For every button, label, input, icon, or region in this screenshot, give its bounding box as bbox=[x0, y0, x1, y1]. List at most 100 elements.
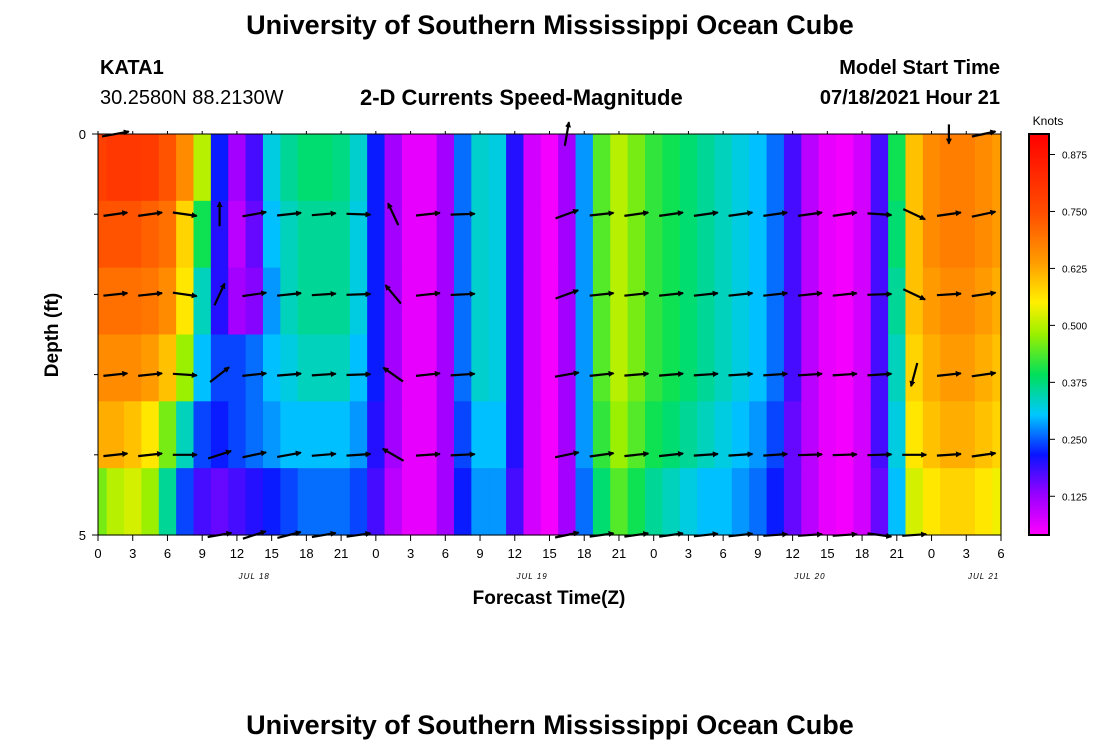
current-vector-arrow bbox=[624, 451, 650, 458]
heatmap-cell bbox=[193, 134, 212, 202]
heatmap-cell bbox=[245, 468, 264, 536]
heatmap-cell bbox=[158, 468, 177, 536]
heatmap-cell bbox=[783, 267, 802, 336]
heatmap-cell bbox=[749, 334, 768, 402]
heatmap-cell bbox=[783, 334, 802, 402]
heatmap-cell bbox=[176, 401, 195, 469]
current-vector-arrow bbox=[384, 284, 402, 305]
current-vector-arrow bbox=[728, 290, 754, 297]
x-tick-label: 18 bbox=[855, 546, 869, 561]
heatmap-cell bbox=[488, 468, 507, 536]
current-vector-arrow bbox=[207, 449, 232, 460]
heatmap-cell bbox=[158, 334, 177, 402]
heatmap-cell bbox=[992, 200, 1002, 269]
heatmap-cell bbox=[940, 200, 959, 269]
heatmap-cell bbox=[488, 134, 507, 202]
current-vector-arrow bbox=[693, 290, 719, 297]
heatmap-cell bbox=[228, 134, 247, 202]
heatmap-cell bbox=[523, 334, 542, 402]
heatmap-cell bbox=[367, 267, 386, 336]
heatmap-cell bbox=[106, 468, 125, 536]
current-vector-arrow bbox=[936, 370, 962, 377]
heatmap-cell bbox=[488, 200, 507, 269]
current-vector-arrow bbox=[381, 447, 405, 462]
heatmap-cell bbox=[610, 401, 629, 469]
heatmap-cell bbox=[98, 267, 108, 336]
current-vector-arrow bbox=[450, 451, 476, 458]
heatmap-cell bbox=[888, 200, 907, 269]
heatmap-cell bbox=[488, 401, 507, 469]
colorbar-tick-label: 0.375 bbox=[1062, 378, 1087, 389]
x-tick-label: 9 bbox=[476, 546, 483, 561]
heatmap-cell bbox=[245, 267, 264, 336]
current-vector-arrow bbox=[797, 290, 823, 297]
current-vector-arrow bbox=[936, 451, 962, 458]
heatmap-cell bbox=[645, 401, 663, 469]
current-vector-arrow bbox=[728, 371, 754, 378]
heatmap-cell bbox=[471, 267, 490, 336]
heatmap-cell bbox=[714, 334, 733, 402]
heatmap-cell bbox=[922, 401, 941, 469]
current-vector-arrow bbox=[138, 451, 163, 458]
heatmap-cell bbox=[888, 401, 907, 469]
current-vector-arrow bbox=[450, 371, 476, 378]
current-vector-arrow bbox=[971, 290, 997, 298]
heatmap-cell bbox=[957, 200, 976, 269]
model-start-value: 07/18/2021 Hour 21 bbox=[819, 87, 1000, 109]
heatmap-cell bbox=[315, 267, 334, 336]
heatmap-cell bbox=[245, 334, 264, 402]
current-vector-arrow bbox=[415, 290, 441, 297]
heatmap-cell bbox=[783, 134, 802, 202]
heatmap-cell bbox=[766, 401, 785, 469]
current-vector-arrow bbox=[277, 371, 302, 378]
heatmap-cell bbox=[662, 468, 681, 536]
heatmap-cell bbox=[228, 200, 247, 269]
current-vector-arrow bbox=[728, 451, 754, 458]
current-vector-arrow bbox=[971, 209, 997, 218]
heatmap-cell bbox=[176, 468, 195, 536]
heatmap-cell bbox=[193, 267, 212, 336]
heatmap-cell bbox=[141, 200, 160, 269]
heatmap-cell bbox=[210, 134, 229, 202]
heatmap-cell bbox=[922, 468, 941, 536]
heatmap-cell bbox=[332, 134, 351, 202]
heatmap-cell bbox=[645, 468, 663, 536]
heatmap-cell bbox=[436, 401, 455, 469]
heatmap-cell bbox=[488, 267, 507, 336]
current-vector-arrow bbox=[554, 370, 580, 378]
heatmap-cell bbox=[662, 134, 681, 202]
heatmap-cell bbox=[315, 468, 334, 536]
heatmap-cell bbox=[98, 468, 108, 536]
heatmap-cell bbox=[401, 200, 420, 269]
heatmap-cell bbox=[419, 134, 438, 202]
x-tick-label: 3 bbox=[129, 546, 136, 561]
heatmap-cell bbox=[471, 200, 490, 269]
heatmap-cell bbox=[645, 200, 663, 269]
station-name: KATA1 bbox=[100, 57, 164, 79]
heatmap-cell bbox=[419, 401, 438, 469]
heatmap-cell bbox=[610, 200, 629, 269]
current-vector-arrow bbox=[589, 210, 615, 217]
colorbar-tick-label: 0.625 bbox=[1062, 264, 1087, 275]
heatmap-cell bbox=[957, 334, 976, 402]
heatmap-cell bbox=[349, 267, 368, 336]
x-tick-label: 18 bbox=[299, 546, 313, 561]
heatmap-cell bbox=[922, 334, 941, 402]
current-vector-arrow bbox=[382, 366, 404, 383]
heatmap-cell bbox=[384, 468, 403, 536]
heatmap-cell bbox=[731, 134, 750, 202]
x-tick-label: 15 bbox=[820, 546, 834, 561]
heatmap-cell bbox=[645, 334, 663, 402]
heatmap-cell bbox=[957, 468, 976, 536]
heatmap-cell bbox=[523, 134, 542, 202]
current-vector-arrow bbox=[346, 371, 372, 378]
heatmap-cell bbox=[106, 334, 125, 402]
x-tick-label: 15 bbox=[542, 546, 556, 561]
heatmap-cell bbox=[974, 134, 993, 202]
current-vector-arrow bbox=[346, 211, 372, 218]
heatmap-cell bbox=[974, 468, 993, 536]
heatmap-cell bbox=[731, 267, 750, 336]
heatmap-cell bbox=[540, 334, 559, 402]
heatmap-cell bbox=[645, 134, 663, 202]
